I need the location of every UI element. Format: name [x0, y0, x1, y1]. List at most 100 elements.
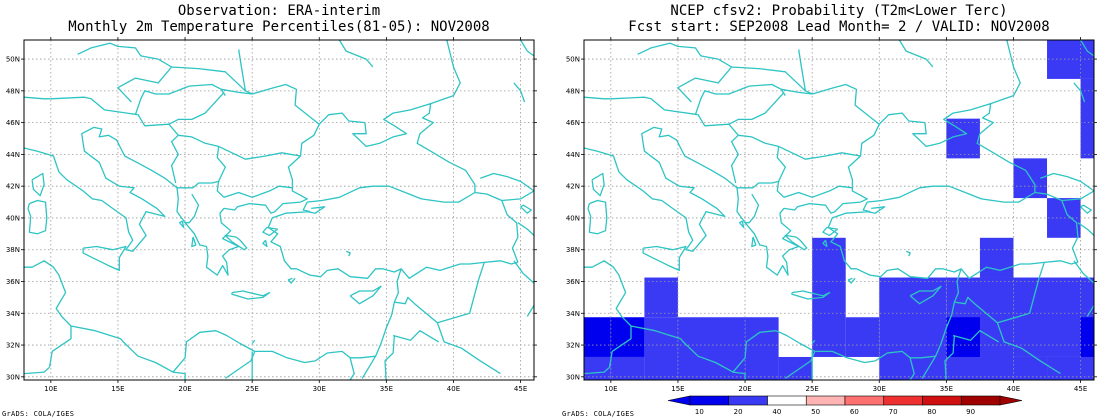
probability-cell — [610, 317, 645, 357]
coastline — [218, 145, 301, 160]
probability-cell — [610, 356, 645, 380]
coastline — [501, 200, 519, 263]
coastline — [591, 172, 605, 197]
right-axis-ticks: 10E 15E 20E 25E 30E 35E 40E 45E 30N 32N 34N 36N 38N 4… — [566, 37, 1097, 393]
coastline — [224, 234, 248, 251]
coastline — [178, 134, 226, 198]
colorbar-label: 80 — [927, 408, 936, 416]
left-title-line1: Observation: ERA-interim — [177, 3, 381, 19]
coastline — [177, 180, 219, 189]
lat-tick-label: 30N — [566, 373, 580, 381]
lon-tick-label: 45E — [1074, 385, 1087, 393]
coastline — [24, 96, 51, 100]
coastline — [898, 40, 934, 68]
coastline — [526, 304, 534, 317]
lon-tick-label: 10E — [604, 385, 617, 393]
coastline — [27, 199, 48, 235]
coastline — [1077, 222, 1094, 236]
lon-tick-label: 40E — [1007, 385, 1020, 393]
right-coastlines — [584, 40, 1094, 380]
colorbar-swatch — [844, 395, 885, 406]
lon-tick-label: 20E — [178, 385, 191, 393]
probability-cell — [644, 277, 678, 318]
coastline — [480, 172, 534, 192]
coastline — [1073, 82, 1086, 103]
coastline — [798, 49, 813, 95]
coastline — [307, 206, 326, 214]
colorbar-swatch — [767, 395, 807, 406]
coastline — [349, 357, 355, 380]
coastline — [909, 357, 915, 380]
coastline — [732, 371, 746, 380]
colorbar-swatch — [689, 395, 730, 406]
lat-tick-label: 44N — [566, 151, 580, 159]
coastline — [1061, 200, 1079, 263]
lat-tick-label: 40N — [566, 214, 580, 222]
right-map-panel: 10E 15E 20E 25E 30E 35E 40E 45E 30N 32N 34N 36N 38N 4… — [566, 37, 1097, 393]
coastline — [990, 40, 1021, 105]
coastline — [392, 330, 440, 343]
coastline — [822, 226, 839, 237]
coastline — [952, 330, 1000, 343]
coastline — [584, 96, 611, 100]
probability-cell — [677, 317, 746, 380]
colorbar-label: 10 — [695, 408, 704, 416]
lat-tick-label: 32N — [566, 342, 580, 350]
lon-tick-label: 35E — [380, 385, 393, 393]
probability-cell — [946, 118, 980, 159]
probability-cell — [644, 317, 678, 380]
probability-cell — [584, 317, 611, 357]
colorbar-label: 90 — [966, 408, 975, 416]
lat-tick-label: 46N — [566, 119, 580, 127]
coastline — [677, 66, 806, 103]
left-map-panel: 10E 15E 20E 25E 30E 35E 40E 45E 30N 32N 34N 36N 38N 4… — [6, 37, 537, 393]
coastline — [781, 83, 880, 125]
coastline — [1034, 190, 1094, 202]
lat-tick-label: 46N — [6, 119, 20, 127]
probability-cell — [745, 317, 779, 380]
coastline — [739, 220, 745, 229]
coastline — [361, 355, 377, 379]
lat-tick-label: 36N — [566, 278, 580, 286]
coastline — [231, 290, 271, 300]
coastline — [791, 290, 831, 300]
probability-cell — [1080, 78, 1094, 159]
coastline — [437, 262, 485, 324]
lat-tick-label: 42N — [566, 183, 580, 191]
coastline — [811, 339, 816, 344]
lat-tick-label: 36N — [6, 278, 20, 286]
coastline — [637, 42, 732, 68]
right-title-line2: Fcst start: SEP2008 Lead Month= 2 / VALI… — [628, 19, 1050, 35]
right-map-frame — [583, 39, 1095, 381]
coastline — [944, 335, 956, 380]
coastline — [520, 40, 534, 57]
lon-tick-label: 45E — [514, 385, 527, 393]
colorbar-label: 70 — [889, 408, 898, 416]
lon-tick-label: 30E — [313, 385, 326, 393]
coastline — [778, 145, 861, 160]
coastline — [474, 190, 534, 202]
colorbar: 10 20 40 50 60 70 80 90 — [667, 395, 1023, 416]
coastline — [745, 193, 760, 224]
coastline — [513, 82, 526, 103]
lon-tick-label: 15E — [671, 385, 684, 393]
probability-cell — [584, 356, 611, 380]
coastline — [960, 260, 1079, 279]
coastline — [117, 66, 246, 103]
left-credit: GrADS: COLA/IGES — [2, 410, 75, 418]
probability-cell — [1080, 317, 1094, 357]
coastline — [24, 102, 476, 373]
coastline — [191, 236, 197, 248]
lat-tick-label: 38N — [6, 246, 20, 254]
right-title-line1: NCEP cfsv2: Probability (T2m<Lower Terc) — [670, 3, 1008, 19]
lat-tick-label: 34N — [566, 310, 580, 318]
lat-tick-label: 30N — [6, 373, 20, 381]
coastline — [345, 250, 351, 257]
coastline — [997, 262, 1045, 324]
lat-tick-label: 50N — [566, 56, 580, 64]
coastline — [608, 326, 632, 368]
colorbar-label: 50 — [811, 408, 820, 416]
lon-tick-label: 20E — [738, 385, 751, 393]
coastline — [728, 91, 785, 125]
left-axis-ticks: 10E 15E 20E 25E 30E 35E 40E 45E 30N 32N 34N 36N 38N 4… — [6, 37, 537, 393]
